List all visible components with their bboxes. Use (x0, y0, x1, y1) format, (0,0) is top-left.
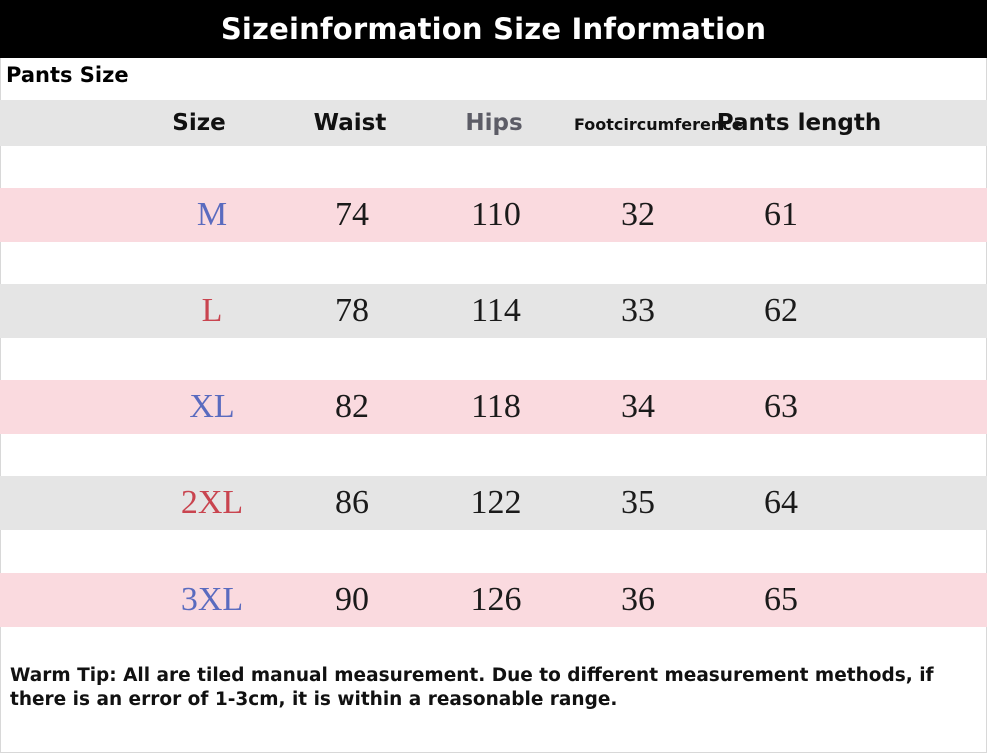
header-pants-length: Pants length (716, 110, 882, 136)
cell-length: 63 (764, 388, 798, 425)
section-title: Pants Size (6, 63, 129, 87)
table-row: XL 82 118 34 63 (0, 380, 987, 434)
cell-hips: 118 (471, 388, 521, 425)
cell-waist: 82 (335, 388, 369, 425)
table-row: 2XL 86 122 35 64 (0, 476, 987, 530)
cell-length: 64 (764, 484, 798, 521)
cell-size: M (196, 196, 228, 233)
table-row: 3XL 90 126 36 65 (0, 573, 987, 627)
page-title: Sizeinformation Size Information (0, 0, 987, 58)
cell-length: 62 (764, 292, 798, 329)
table-header: Size Waist Hips Foot circumference Pants… (0, 100, 987, 146)
cell-length: 65 (764, 581, 798, 618)
header-hips: Hips (465, 110, 523, 136)
cell-hips: 122 (470, 484, 522, 521)
warm-tip: Warm Tip: All are tiled manual measureme… (10, 665, 934, 710)
cell-waist: 74 (335, 196, 369, 233)
cell-size: 3XL (180, 581, 244, 618)
cell-waist: 86 (335, 484, 369, 521)
cell-foot: 33 (621, 292, 655, 329)
cell-foot: 32 (621, 196, 655, 233)
header-foot-circumference: Foot circumference (574, 102, 743, 148)
cell-foot: 34 (621, 388, 655, 425)
cell-waist: 78 (335, 292, 369, 329)
cell-hips: 126 (470, 581, 522, 618)
table-row: L 78 114 33 62 (0, 284, 987, 338)
header-foot-line2: circumference (613, 115, 743, 134)
cell-hips: 114 (471, 292, 521, 329)
cell-size: L (201, 292, 223, 329)
header-size: Size (172, 110, 226, 136)
header-foot-line1: Foot (574, 115, 614, 134)
cell-waist: 90 (335, 581, 369, 618)
cell-foot: 35 (621, 484, 655, 521)
cell-size: XL (189, 388, 235, 425)
cell-hips: 110 (471, 196, 521, 233)
cell-length: 61 (764, 196, 798, 233)
cell-foot: 36 (621, 581, 655, 618)
header-waist: Waist (313, 110, 387, 136)
table-row: M 74 110 32 61 (0, 188, 987, 242)
cell-size: 2XL (180, 484, 244, 521)
